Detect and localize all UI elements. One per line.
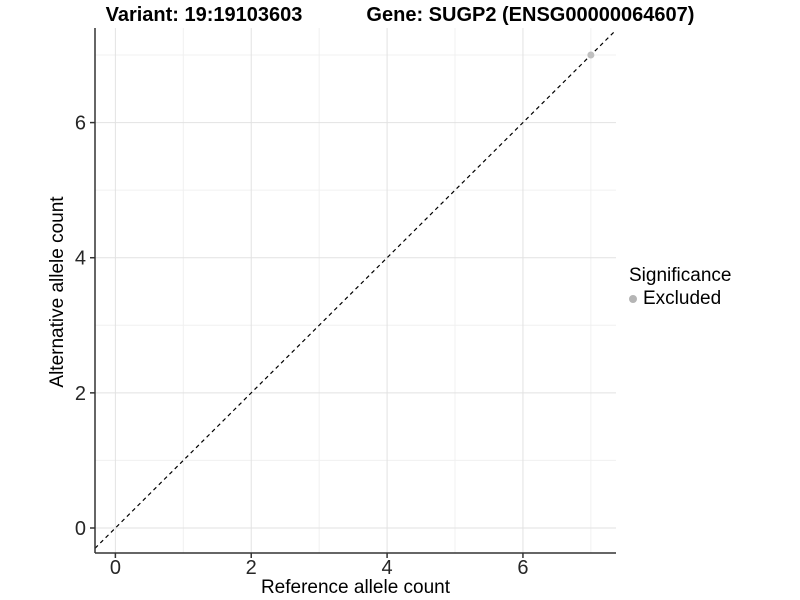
x-tick-label: 2 <box>246 557 257 579</box>
legend-item-label: Excluded <box>643 288 722 309</box>
identity-dashed-line <box>94 29 617 549</box>
legend-item-excluded: Excluded <box>629 288 731 310</box>
y-tick-label: 4 <box>75 248 86 270</box>
legend: Significance Excluded <box>629 264 731 310</box>
y-tick-label: 6 <box>75 113 86 135</box>
y-tick-label: 2 <box>75 383 86 405</box>
excluded-circle-icon <box>629 295 637 303</box>
x-tick-label: 4 <box>382 557 393 579</box>
x-axis-title: Reference allele count <box>260 577 451 598</box>
plot-title-gene: Gene: SUGP2 (ENSG00000064607) <box>366 4 695 26</box>
plot-title: Variant: 19:19103603 Gene: SUGP2 (ENSG00… <box>0 4 800 27</box>
plot-title-variant: Variant: 19:19103603 <box>105 4 303 26</box>
y-axis-title: Alternative allele count <box>47 196 68 388</box>
data-point-excluded <box>587 51 595 59</box>
x-tick-label: 0 <box>110 557 121 579</box>
legend-title: Significance <box>629 265 732 286</box>
x-tick-label: 6 <box>517 557 528 579</box>
y-tick-label: 0 <box>75 518 86 540</box>
